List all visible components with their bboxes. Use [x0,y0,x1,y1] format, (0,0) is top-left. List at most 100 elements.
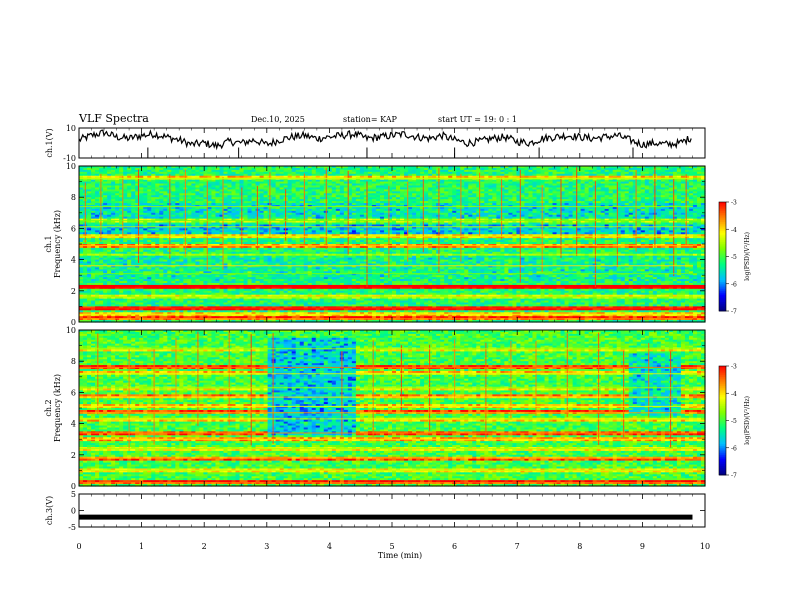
spectrogram-cell [392,206,397,210]
spectrogram-cell [696,166,702,169]
spectrogram-cell [103,181,108,185]
spectrogram-cell [464,208,469,212]
spectrogram-cell [347,183,353,187]
spectrogram-cell [648,167,654,171]
spectrogram-cell [564,208,570,212]
spectrogram-cell [468,203,473,206]
spectrogram-cell [624,179,630,183]
spectrogram-cell [692,205,698,208]
spectrogram-cell [400,173,405,177]
spectrogram-cell [676,189,682,192]
spectrogram-cell [524,173,530,177]
spectrogram-cell [664,206,670,210]
spectrogram-cell [588,181,594,185]
spectrogram-cell [263,201,269,204]
spectrogram-cell [251,179,257,183]
spectrogram-cell [275,197,281,200]
spectrogram-cell [283,171,289,175]
spectrogram-cell [676,173,682,177]
spectrogram-cell [227,212,233,216]
spectrogram-cell [115,197,120,200]
spectrogram-cell [508,191,513,194]
spectrogram-cell [327,181,333,185]
spectrogram-cell [480,181,485,185]
spectrogram-cell [215,187,221,190]
spectrogram-cell [464,193,469,196]
spectrogram-cell [319,191,325,194]
spectrogram-cell [87,210,92,214]
spectrogram-cell [504,199,509,202]
spectrogram-cell [147,189,152,192]
spectrogram-cell [291,187,297,190]
spectrogram-cell [400,185,405,189]
spectrogram-cell [660,201,666,204]
spectrogram-cell [480,175,485,179]
spectrogram-cell [600,185,606,189]
spectrogram-cell [584,193,590,196]
spectrogram-cell [315,183,321,187]
spectrogram-cell [608,175,614,179]
spectrogram-cell [620,179,626,183]
spectrogram-cell [155,166,160,169]
spectrogram-cell [656,197,662,200]
spectrogram-cell [648,208,654,212]
spectrogram-cell [79,173,84,177]
spectrogram-cell [548,203,554,206]
spectrogram-cell [123,210,128,214]
spectrogram-cell [143,179,148,183]
spectrogram-cell [243,193,249,196]
spectrogram-cell [107,171,112,175]
spectrogram-cell [363,189,369,192]
spectrogram-cell [335,187,341,190]
spectrogram-cell [387,171,393,175]
spectrogram-cell [700,193,706,196]
spectrogram-cell [371,197,377,200]
spectrogram-cell [468,181,473,185]
spectrogram-cell [512,167,517,171]
spectrogram-cell [632,197,638,200]
spectrogram-cell [624,173,630,177]
spectrogram-cell [267,166,273,169]
spectrogram-cell [692,173,698,177]
spectrogram-cell [644,203,650,206]
spectrogram-cell [524,199,530,202]
spectrogram-cell [404,171,409,175]
spectrogram-cell [135,195,140,198]
spectrogram-cell [616,208,622,212]
spectrogram-cell [656,201,662,204]
spectrogram-cell [127,197,132,200]
spectrogram-cell [672,191,678,194]
spectrogram-cell [492,201,497,204]
spectrogram-cell [544,197,550,200]
spectrogram-cell [628,179,634,183]
spectrogram-cell [564,201,570,204]
spectrogram-cell [231,173,237,177]
spectrogram-cell [456,197,461,200]
spectrogram-cell [131,171,136,175]
spectrogram-cell [612,197,618,200]
spectrogram-cell [532,169,538,173]
spectrogram-cell [460,193,465,196]
spectrogram-cell [367,185,373,189]
spectrogram-cell [215,179,221,183]
spectrogram-cell [319,169,325,173]
spectrogram-cell [371,189,377,192]
spectrogram-cell [375,173,381,177]
spectrogram-cell [648,185,654,189]
spectrogram-cell [568,193,574,196]
spectrogram-cell [504,175,509,179]
spectrogram-cell [191,169,196,173]
spectrogram-cell [628,185,634,189]
spectrogram-cell [484,193,489,196]
spectrogram-cell [383,206,389,210]
spectrogram-cell [620,167,626,171]
spectrogram-cell [420,208,425,212]
spectrogram-cell [331,208,337,212]
spectrogram-cell [127,191,132,194]
spectrogram-cell [159,199,164,202]
spectrogram-cell [287,179,293,183]
spectrogram-cell [91,171,96,175]
spectrogram-cell [684,201,690,204]
spectrogram-cell [612,169,618,173]
spectrogram-cell [596,193,602,196]
